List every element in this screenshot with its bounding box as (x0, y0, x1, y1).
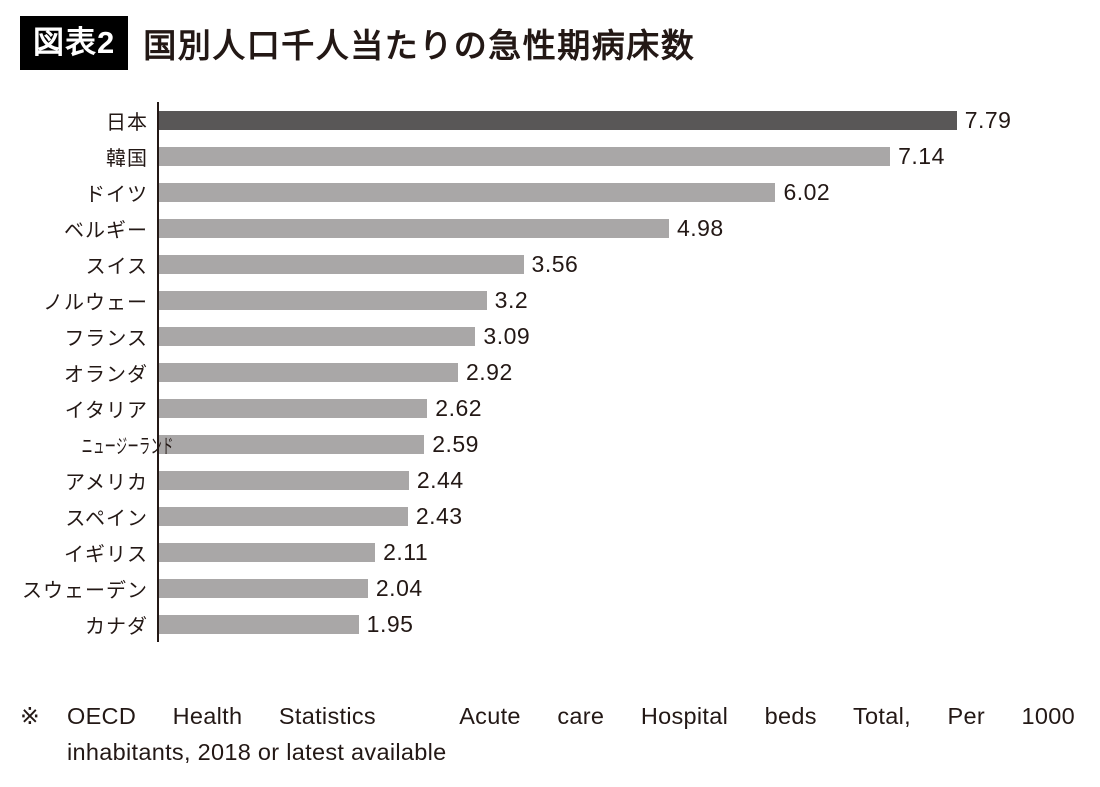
value-label: 2.44 (416, 466, 464, 493)
category-label: スペイン (65, 507, 148, 530)
category-label: 日本 (106, 111, 148, 134)
bar-track: 2.11 (157, 534, 1075, 570)
bar-track: 3.09 (157, 318, 1075, 354)
chart-row: ノルウェー 3.2 (20, 282, 1075, 318)
bar-track: 7.14 (157, 138, 1075, 174)
source-line-1: OECD Health Statistics Acute care Hospit… (67, 703, 1075, 729)
chart-row: オランダ 2.92 (20, 354, 1075, 390)
figure-number-badge: 図表2 (20, 16, 129, 70)
chart-row: フランス 3.09 (20, 318, 1075, 354)
figure-title: 国別人口千人当たりの急性期病床数 (143, 27, 696, 64)
bar-track: 2.92 (157, 354, 1075, 390)
value-label: 2.43 (415, 502, 463, 529)
bar-track: 4.98 (157, 210, 1075, 246)
bar (159, 218, 669, 238)
source-note: ※ OECD Health Statistics Acute care Hosp… (20, 698, 1075, 770)
bar (159, 290, 487, 310)
value-label: 3.2 (494, 286, 529, 313)
value-label: 2.04 (375, 574, 423, 601)
value-label: 3.09 (483, 322, 531, 349)
bar-track: 3.56 (157, 246, 1075, 282)
category-label: カナダ (85, 615, 148, 638)
category-label: スイス (85, 255, 148, 278)
category-label: ベルギー (64, 219, 148, 242)
value-label: 3.56 (531, 250, 579, 277)
bar (159, 146, 891, 166)
bar-track: 1.95 (157, 606, 1075, 642)
bar (159, 434, 425, 454)
chart-row: 韓国 7.14 (20, 138, 1075, 174)
bar-highlight (159, 110, 957, 130)
category-label: スウェーデン (22, 579, 148, 602)
bar (159, 614, 359, 634)
bar-track: 6.02 (157, 174, 1075, 210)
category-label: イギリス (64, 543, 148, 566)
value-label: 2.59 (432, 430, 479, 457)
chart-row: ドイツ 6.02 (20, 174, 1075, 210)
value-label: 4.98 (676, 214, 724, 241)
bar-track: 2.62 (157, 390, 1075, 426)
category-label: イタリア (64, 399, 148, 422)
bar (159, 182, 776, 202)
bar (159, 398, 428, 418)
value-label: 2.92 (466, 358, 513, 385)
chart-row: イタリア 2.62 (20, 390, 1075, 426)
category-label: ノルウェー (43, 291, 148, 314)
bar-track: 2.59 (157, 426, 1075, 462)
source-line-2: inhabitants, 2018 or latest available (67, 739, 447, 765)
chart-row: ベルギー 4.98 (20, 210, 1075, 246)
value-label: 2.62 (435, 394, 483, 421)
value-label: 7.14 (898, 142, 945, 169)
value-label: 6.02 (783, 178, 831, 205)
chart-row: スペイン 2.43 (20, 498, 1075, 534)
category-label: フランス (64, 327, 148, 350)
bar (159, 542, 376, 562)
value-label: 2.11 (383, 538, 429, 565)
chart-row: ニュージーランド 2.59 (20, 426, 1075, 462)
chart-row: アメリカ 2.44 (20, 462, 1075, 498)
bar-track: 2.04 (157, 570, 1075, 606)
category-label: オランダ (64, 363, 148, 386)
figure-header: 図表2 国別人口千人当たりの急性期病床数 (20, 14, 1075, 72)
chart-row: スイス 3.56 (20, 246, 1075, 282)
chart-row: イギリス 2.11 (20, 534, 1075, 570)
category-label: ニュージーランド (81, 435, 174, 458)
category-label: アメリカ (65, 471, 148, 494)
bar-track: 2.43 (157, 498, 1075, 534)
bar-track: 2.44 (157, 462, 1075, 498)
bar-chart: 日本 7.79 韓国 7.14 ドイツ 6.02 ベルギー 4.98 スイス 3.56 ノルウェー 3… (20, 102, 1075, 642)
bar-track: 7.79 (157, 102, 1075, 138)
bar (159, 578, 368, 598)
bar-track: 3.2 (157, 282, 1075, 318)
category-label: 韓国 (106, 147, 148, 170)
value-label: 1.95 (366, 610, 414, 637)
bar (159, 470, 409, 490)
chart-row: カナダ 1.95 (20, 606, 1075, 642)
bar (159, 362, 458, 382)
value-label: 7.79 (964, 106, 1012, 133)
bar (159, 254, 524, 274)
category-label: ドイツ (85, 183, 148, 206)
bar (159, 506, 408, 526)
reference-mark: ※ (20, 703, 40, 729)
chart-row: スウェーデン 2.04 (20, 570, 1075, 606)
bar (159, 326, 476, 346)
chart-rows: 日本 7.79 韓国 7.14 ドイツ 6.02 ベルギー 4.98 スイス 3.56 ノルウェー 3… (20, 102, 1075, 642)
chart-row: 日本 7.79 (20, 102, 1075, 138)
